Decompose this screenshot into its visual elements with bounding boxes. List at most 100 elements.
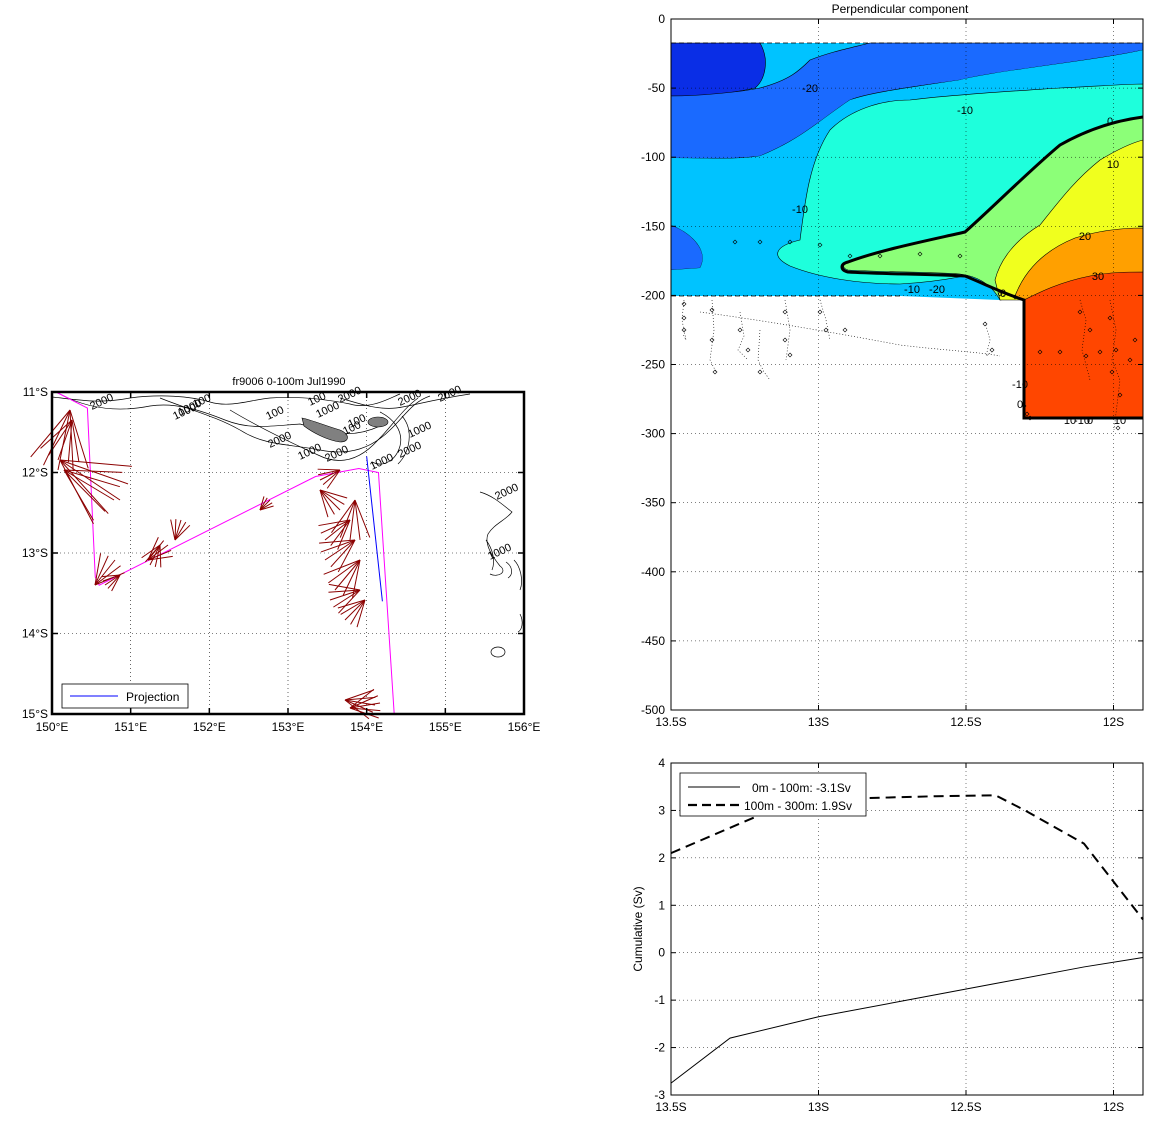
velocity-vector: [326, 469, 341, 489]
map-xtick-label: 153°E: [272, 720, 305, 734]
velocity-vector: [144, 544, 161, 563]
section-ytick-label: -450: [641, 634, 665, 648]
transport-ylabel: Cumulative (Sv): [631, 886, 645, 971]
section-ytick-label: -50: [648, 81, 666, 95]
section-xtick-label: 12.5S: [950, 715, 981, 729]
velocity-vector: [318, 519, 351, 527]
velocity-vector: [111, 574, 121, 592]
section-observation-marker: [681, 327, 687, 333]
velocity-vector: [57, 419, 73, 461]
section-ytick-label: -500: [641, 703, 665, 717]
velocity-vector: [331, 499, 356, 533]
velocity-vector: [259, 496, 265, 511]
map-xtick-label: 156°E: [508, 720, 541, 734]
velocity-vector: [329, 589, 361, 601]
section-observation-marker: [1113, 347, 1119, 353]
section-observation-marker: [1097, 349, 1103, 355]
section-observation-marker: [782, 337, 788, 343]
map-xtick-label: 150°E: [36, 720, 69, 734]
section-observation-marker: [1132, 337, 1138, 343]
section-xtick-label: 13.5S: [655, 715, 686, 729]
map-ytick-label: 14°S: [22, 627, 48, 641]
section-contour-label: 20: [1079, 231, 1091, 243]
transport-ytick-label: 1: [658, 898, 665, 912]
section-contour-label: -20: [802, 83, 818, 95]
velocity-vector: [324, 519, 351, 541]
transport-frame: [670, 762, 1144, 1096]
section-contour-label: 0: [1017, 399, 1023, 411]
section-observation-marker: [1115, 425, 1121, 431]
section-contour-label: -10: [792, 204, 808, 216]
section-observation-marker: [681, 315, 687, 321]
map-xtick-label: 152°E: [193, 720, 226, 734]
velocity-vector: [67, 419, 73, 463]
section-observation-marker: [1024, 411, 1030, 417]
velocity-vector: [349, 688, 375, 709]
section-observation-marker: [842, 327, 848, 333]
velocity-vector: [337, 539, 356, 573]
velocity-vector: [102, 574, 121, 582]
section-ytick-label: -200: [641, 288, 665, 302]
transport-ytick-label: 4: [658, 756, 665, 770]
velocity-vector: [40, 419, 73, 449]
map-ytick-label: 13°S: [22, 546, 48, 560]
map-legend: Projection: [61, 683, 189, 709]
velocity-vector: [63, 469, 115, 501]
map-xtick-label: 154°E: [350, 720, 383, 734]
velocity-vector: [330, 519, 351, 546]
velocity-vector: [319, 489, 345, 505]
velocity-vector: [94, 553, 102, 586]
transport-series-100-300m: [670, 794, 1144, 921]
section-contour-label: -10: [1074, 415, 1090, 427]
velocity-vector: [317, 468, 341, 471]
section-observation-marker: [957, 253, 963, 259]
section-ytick-label: -400: [641, 565, 665, 579]
transport-ytick-label: -3: [654, 1088, 665, 1102]
velocity-vector: [344, 699, 370, 720]
map-ytick-label: 11°S: [23, 385, 48, 399]
velocity-vector: [101, 574, 121, 578]
velocity-vector: [107, 574, 121, 589]
section-observation-marker: [681, 301, 687, 307]
velocity-vector: [104, 574, 121, 586]
map-xtick-label: 151°E: [114, 720, 147, 734]
velocity-vector: [330, 539, 356, 568]
section-observation-marker: [737, 327, 743, 333]
velocity-vector: [344, 689, 374, 701]
section-grid: [671, 19, 1143, 710]
section-observation-marker: [1057, 349, 1063, 355]
velocity-vector: [337, 519, 351, 550]
velocity-vector: [334, 559, 361, 591]
projection-line: [366, 456, 383, 602]
section-ytick-label: -300: [641, 427, 665, 441]
velocity-vectors: [30, 409, 381, 720]
velocity-vector: [319, 489, 335, 515]
transport-ytick-label: 3: [658, 803, 665, 817]
transport-ytick-label: -1: [654, 993, 665, 1007]
transport-panel: 4 3 2 1 0 -1 -2 -313.5S 13S 12.5S 12S Cumulative (…: [631, 756, 1144, 1114]
velocity-vector: [340, 599, 366, 615]
velocity-vector: [337, 599, 366, 609]
map-bathymetry-contours: [51, 393, 523, 658]
velocity-vector: [349, 702, 381, 709]
map-title: fr9006 0-100m Jul1990: [232, 376, 345, 388]
velocity-vector: [339, 499, 356, 538]
velocity-vector: [174, 521, 187, 541]
velocity-vector: [356, 599, 366, 628]
section-observation-marker: [1127, 357, 1133, 363]
transport-series-0-100m: [670, 956, 1144, 1084]
velocity-vector: [323, 559, 361, 575]
velocity-vector: [59, 459, 121, 501]
section-observation-marker: [1012, 294, 1018, 300]
section-observation-marker: [787, 352, 793, 358]
velocity-vector: [320, 519, 351, 534]
section-observation-marker: [709, 337, 715, 343]
section-observation-marker: [1117, 392, 1123, 398]
velocity-vector: [174, 524, 191, 541]
velocity-vector: [328, 559, 361, 584]
section-contour-label: 10: [1114, 415, 1126, 427]
section-observation-marker: [1087, 327, 1093, 333]
velocity-vector: [94, 555, 109, 586]
transport-axis-ticks: 4 3 2 1 0 -1 -2 -313.5S 13S 12.5S 12S: [654, 756, 1143, 1114]
